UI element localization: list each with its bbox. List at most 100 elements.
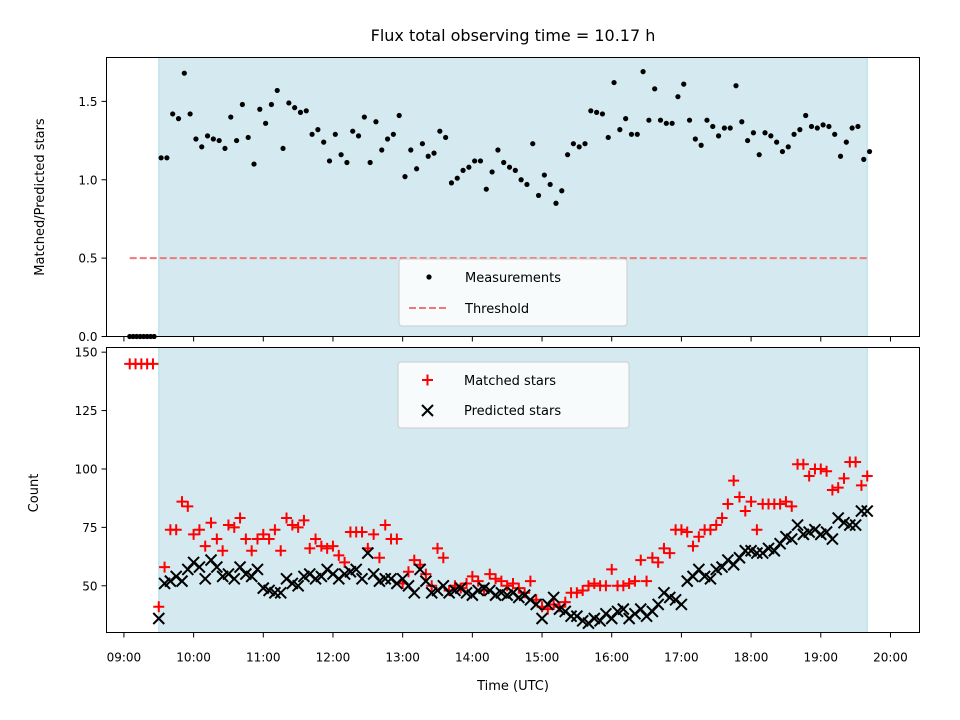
predicted-star-point	[861, 504, 874, 518]
predicted-star-point	[413, 563, 427, 576]
top-legend-box	[398, 258, 628, 327]
measurement-point	[437, 128, 443, 134]
x-tick-label: 09:00	[107, 651, 142, 665]
top-legend: Measurements Threshold	[398, 258, 628, 327]
matched-star-point	[855, 479, 867, 491]
measurement-point	[448, 180, 455, 186]
measurement-point	[210, 136, 216, 142]
measurement-point	[158, 155, 164, 161]
measurement-point	[350, 128, 356, 134]
matched-star-point	[408, 554, 420, 566]
measurement-point	[826, 123, 832, 130]
predicted-star-point	[274, 586, 287, 599]
matched-star-point	[588, 577, 600, 589]
x-tick-label: 19:00	[803, 651, 838, 665]
measurement-point	[849, 125, 855, 131]
predicted-star-point	[530, 598, 543, 611]
bottom-y-axis-label: Count	[27, 474, 42, 513]
matched-star-point	[373, 552, 385, 564]
x-tick-label: 14:00	[455, 651, 490, 665]
bottom-x-ticks: 09:00 10:00 11:00 12:00 13:00 14:00 15:00 16:00…	[107, 632, 908, 665]
matched-star-point	[861, 470, 873, 482]
measurement-point	[861, 156, 867, 162]
matched-star-point	[368, 528, 380, 540]
measurement-point	[454, 175, 460, 181]
legend-label-predicted: Predicted stars	[464, 404, 561, 419]
chart-title: Flux total observing time = 10.17 h	[371, 26, 656, 45]
measurement-point	[553, 200, 559, 206]
bottom-plot-marks	[124, 358, 874, 630]
measurement-point	[657, 117, 664, 123]
measurement-point	[216, 137, 222, 144]
bottom-y-ticks: 50 75 100 125 150	[75, 346, 107, 593]
measurement-point	[355, 133, 362, 139]
x-tick-label: 15:00	[525, 651, 560, 665]
measurement-point	[599, 111, 606, 117]
measurement-point	[628, 131, 635, 137]
measurement-point	[692, 136, 698, 142]
measurement-point	[274, 87, 280, 94]
legend-label-matched: Matched stars	[464, 374, 556, 389]
measurement-point	[187, 111, 193, 117]
predicted-star-point	[379, 572, 392, 585]
predicted-star-point	[547, 591, 560, 604]
measurement-point	[646, 117, 652, 123]
measurement-point	[739, 119, 745, 125]
matched-star-point	[850, 456, 862, 468]
measurement-point	[843, 139, 849, 145]
top-y-tick-label: 1.5	[78, 95, 97, 109]
matched-star-point	[286, 519, 298, 531]
matched-star-point	[402, 566, 414, 578]
measurement-point	[733, 83, 739, 89]
measurement-point	[820, 122, 826, 128]
measurement-point	[640, 69, 646, 75]
matched-star-point	[182, 500, 194, 512]
predicted-star-point	[210, 560, 224, 574]
measurement-point	[332, 131, 338, 137]
measurement-point	[710, 123, 716, 130]
matched-star-point	[356, 526, 368, 538]
bottom-y-tick-label: 100	[75, 462, 98, 476]
matched-star-point	[234, 512, 246, 524]
legend-marker-predicted	[421, 404, 434, 417]
predicted-star-point	[785, 532, 798, 546]
predicted-star-point	[349, 563, 363, 576]
predicted-star-point	[175, 574, 189, 588]
measurement-point	[245, 134, 251, 141]
matched-star-point	[832, 482, 844, 494]
measurement-point	[175, 116, 182, 122]
matched-star-point	[222, 519, 234, 531]
matched-star-point	[623, 577, 635, 589]
matched-star-point	[379, 519, 391, 531]
x-tick-label: 17:00	[664, 651, 699, 665]
measurement-point	[222, 145, 228, 152]
x-tick-label: 16:00	[594, 651, 629, 665]
measurement-point	[344, 159, 350, 166]
matched-star-point	[240, 533, 252, 545]
measurement-point	[309, 131, 315, 137]
measurement-point	[564, 152, 571, 158]
matched-star-point	[269, 524, 281, 536]
matched-star-point	[495, 575, 507, 587]
top-y-tick-label: 1.0	[78, 173, 97, 187]
measurement-point	[251, 161, 257, 167]
measurement-point	[617, 127, 623, 133]
matched-star-point	[501, 580, 513, 592]
matched-star-point	[466, 570, 478, 582]
measurement-point	[199, 144, 205, 150]
measurement-point	[384, 136, 391, 142]
measurement-point	[785, 144, 791, 150]
measurement-point	[762, 130, 768, 136]
matched-star-point	[281, 512, 293, 524]
measurement-point	[489, 169, 495, 175]
measurement-point	[837, 153, 844, 159]
matched-star-point	[211, 533, 223, 545]
matched-star-point	[797, 458, 809, 470]
matched-star-point	[646, 552, 658, 564]
predicted-star-point	[750, 546, 764, 560]
measurement-point	[663, 120, 669, 126]
matched-star-point	[704, 524, 716, 536]
predicted-star-point	[291, 579, 305, 592]
measurement-point	[263, 120, 269, 126]
measurement-point	[286, 100, 292, 106]
